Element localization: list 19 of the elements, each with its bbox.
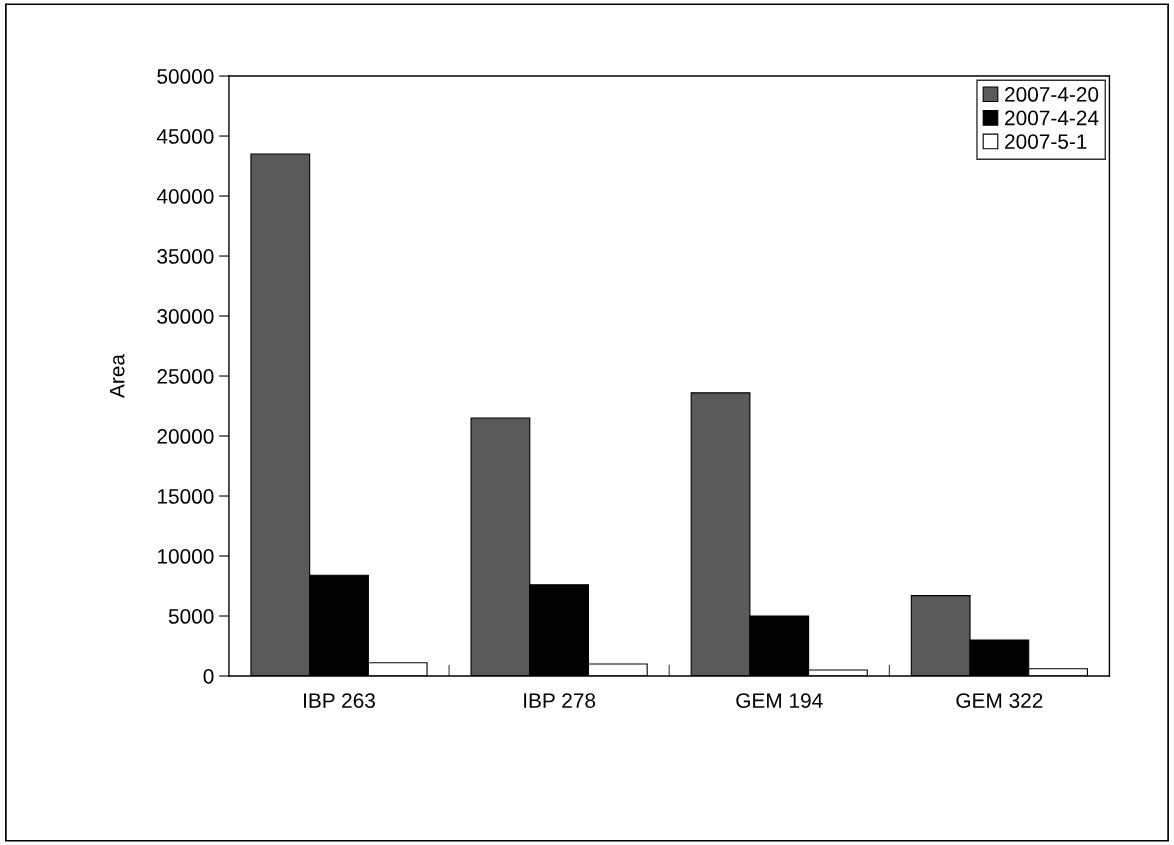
- y-tick-label: 10000: [158, 549, 214, 564]
- x-tick-label: GEM 194: [736, 693, 823, 708]
- y-tick-label: 25000: [157, 369, 214, 384]
- y-tick-label: 20000: [157, 429, 214, 444]
- y-tick-label: 5000: [168, 609, 214, 624]
- y-tick-label: 50000: [157, 69, 214, 84]
- y-tick-label: 0: [203, 669, 214, 684]
- y-axis-title: Area: [109, 354, 125, 398]
- x-tick-label: GEM 322: [956, 693, 1043, 708]
- legend-label: 2007-4-24: [1005, 110, 1099, 126]
- legend-label: 2007-4-20: [1005, 87, 1099, 102]
- y-tick-label: 15000: [158, 489, 214, 504]
- y-tick-label: 45000: [156, 129, 214, 144]
- y-tick-label: 40000: [156, 189, 214, 204]
- x-tick-label: IBP 278: [524, 693, 596, 708]
- y-tick-label: 35000: [157, 249, 214, 264]
- legend-label: 2007-5-1: [1005, 134, 1087, 149]
- y-tick-label: 30000: [157, 309, 214, 324]
- x-tick-label: IBP 263: [304, 693, 375, 708]
